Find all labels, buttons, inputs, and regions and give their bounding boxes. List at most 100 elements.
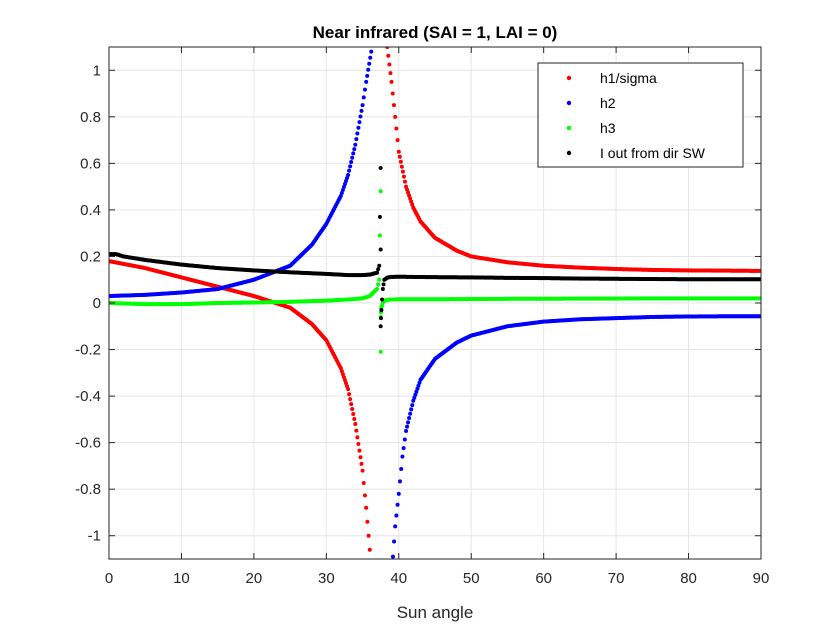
data-point bbox=[404, 429, 409, 433]
data-point bbox=[347, 168, 352, 173]
tick-layer: 0 10 20 30 40 50 60 70 80 90 -1 -0.8 -0.6 -0.4 -0.2 0 0.… bbox=[75, 47, 769, 587]
data-point bbox=[358, 114, 363, 119]
data-point bbox=[349, 160, 354, 165]
x-tick-label: 80 bbox=[680, 570, 697, 587]
legend-label: h2 bbox=[600, 95, 616, 111]
data-point bbox=[352, 417, 357, 422]
data-point bbox=[369, 49, 374, 54]
data-point bbox=[409, 407, 414, 412]
data-point bbox=[375, 270, 380, 275]
data-point bbox=[366, 67, 371, 72]
legend-box bbox=[537, 62, 744, 168]
data-point bbox=[389, 79, 394, 84]
data-point bbox=[376, 267, 381, 272]
data-point bbox=[390, 554, 395, 559]
x-tick-label: 30 bbox=[318, 570, 335, 587]
legend-label: h1/sigma bbox=[600, 70, 657, 86]
x-tick-label: 70 bbox=[608, 570, 625, 587]
data-point bbox=[407, 416, 412, 421]
data-point bbox=[391, 103, 396, 108]
data-point bbox=[377, 214, 382, 219]
data-point bbox=[397, 154, 402, 159]
data-point bbox=[393, 524, 398, 529]
y-tick-label: 0.2 bbox=[80, 248, 101, 265]
data-point bbox=[401, 446, 406, 451]
series-layer bbox=[109, 47, 761, 559]
data-point bbox=[395, 138, 400, 143]
legend-marker bbox=[566, 125, 572, 131]
y-tick-label: -1 bbox=[88, 528, 101, 545]
data-point bbox=[402, 437, 407, 442]
data-point bbox=[346, 173, 351, 177]
data-point bbox=[352, 147, 357, 152]
y-tick-label: 0.4 bbox=[80, 202, 101, 219]
data-point bbox=[358, 455, 363, 460]
x-tick-label: 20 bbox=[246, 570, 263, 587]
legend-label: I out from dir SW bbox=[600, 145, 706, 161]
data-point bbox=[362, 87, 367, 92]
data-point bbox=[405, 424, 410, 429]
data-point bbox=[399, 467, 404, 472]
data-point bbox=[364, 505, 369, 510]
legend-marker bbox=[566, 150, 572, 156]
data-point bbox=[368, 55, 373, 60]
data-point bbox=[356, 441, 361, 446]
data-point bbox=[399, 164, 404, 169]
data-point bbox=[367, 547, 372, 552]
series-3 bbox=[109, 166, 761, 329]
x-tick-label: 50 bbox=[463, 570, 480, 587]
x-tick-label: 40 bbox=[390, 570, 407, 587]
data-point bbox=[378, 349, 383, 354]
data-point bbox=[378, 324, 383, 329]
data-point bbox=[379, 316, 384, 321]
data-point bbox=[354, 428, 359, 433]
data-point bbox=[377, 277, 382, 282]
data-point bbox=[361, 480, 366, 485]
x-tick-label: 10 bbox=[173, 570, 190, 587]
data-point bbox=[367, 61, 372, 66]
data-point bbox=[377, 233, 382, 238]
data-point bbox=[396, 149, 401, 154]
data-point bbox=[347, 392, 352, 397]
data-point bbox=[346, 387, 351, 392]
data-point bbox=[378, 189, 383, 194]
data-point bbox=[362, 493, 367, 498]
data-point bbox=[366, 533, 371, 538]
series-1 bbox=[109, 49, 761, 559]
y-tick-label: -0.8 bbox=[75, 481, 101, 498]
data-point bbox=[398, 159, 403, 164]
data-point bbox=[388, 71, 393, 76]
data-point bbox=[392, 539, 397, 544]
data-point bbox=[378, 166, 383, 171]
data-point bbox=[353, 422, 358, 427]
data-point bbox=[355, 435, 360, 440]
data-point bbox=[410, 403, 415, 408]
legend-marker bbox=[566, 75, 572, 81]
data-point bbox=[380, 297, 385, 302]
y-tick-label: -0.2 bbox=[75, 342, 101, 359]
data-point bbox=[365, 73, 370, 78]
data-point bbox=[356, 125, 361, 130]
y-tick-label: 0.8 bbox=[80, 109, 101, 126]
x-tick-label: 0 bbox=[105, 570, 113, 587]
data-point bbox=[381, 282, 386, 287]
data-point bbox=[365, 519, 370, 524]
data-point bbox=[350, 155, 355, 160]
data-point bbox=[364, 79, 369, 84]
data-point bbox=[400, 454, 405, 459]
data-point bbox=[390, 91, 395, 96]
data-point bbox=[400, 169, 405, 174]
data-point bbox=[406, 420, 411, 425]
data-point bbox=[361, 95, 366, 100]
data-point bbox=[351, 412, 356, 417]
data-point bbox=[376, 282, 381, 287]
y-tick-label: -0.6 bbox=[75, 435, 101, 452]
x-tick-label: 90 bbox=[753, 570, 770, 587]
data-point bbox=[387, 62, 392, 67]
legend[interactable]: h1/sigma h2 h3 I out from dir SW bbox=[537, 62, 744, 168]
data-point bbox=[348, 164, 353, 169]
data-point bbox=[395, 502, 400, 507]
data-point bbox=[377, 263, 382, 268]
